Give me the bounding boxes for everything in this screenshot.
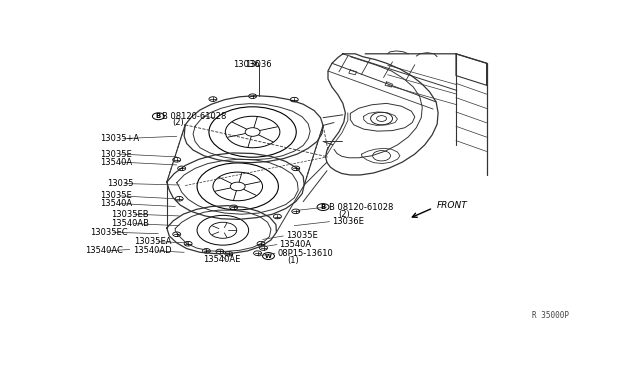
Text: 13036: 13036 [244, 60, 271, 68]
Text: B 08120-61028: B 08120-61028 [162, 112, 226, 121]
Text: 13540AC: 13540AC [85, 246, 123, 255]
Text: R 35000P: R 35000P [532, 311, 568, 320]
Text: 13035EA: 13035EA [134, 237, 172, 246]
Text: 13540AB: 13540AB [111, 219, 148, 228]
Text: B: B [321, 204, 326, 210]
Text: 13035E: 13035E [286, 231, 317, 240]
Text: 13035E: 13035E [100, 150, 132, 158]
Text: 13035: 13035 [108, 179, 134, 188]
Text: 13036: 13036 [233, 60, 259, 68]
Text: 13540AE: 13540AE [203, 255, 241, 264]
Text: 13540AD: 13540AD [134, 246, 172, 255]
Text: W: W [265, 254, 272, 259]
Text: 08P15-13610: 08P15-13610 [277, 248, 333, 258]
Text: 13540A: 13540A [280, 240, 312, 249]
Text: 13540A: 13540A [100, 199, 132, 208]
Text: B 08120-61028: B 08120-61028 [329, 202, 394, 212]
Text: 13035EC: 13035EC [90, 228, 127, 237]
Text: 13540A: 13540A [100, 158, 132, 167]
Text: 13036E: 13036E [332, 217, 364, 226]
Text: (2): (2) [338, 210, 349, 219]
Text: 13035EB: 13035EB [111, 210, 148, 219]
Text: 13035+A: 13035+A [100, 134, 139, 143]
Text: FRONT: FRONT [437, 201, 468, 210]
Text: (1): (1) [287, 256, 299, 264]
Text: (2): (2) [172, 118, 184, 127]
Text: 13035E: 13035E [100, 191, 132, 201]
Text: B: B [156, 113, 161, 119]
